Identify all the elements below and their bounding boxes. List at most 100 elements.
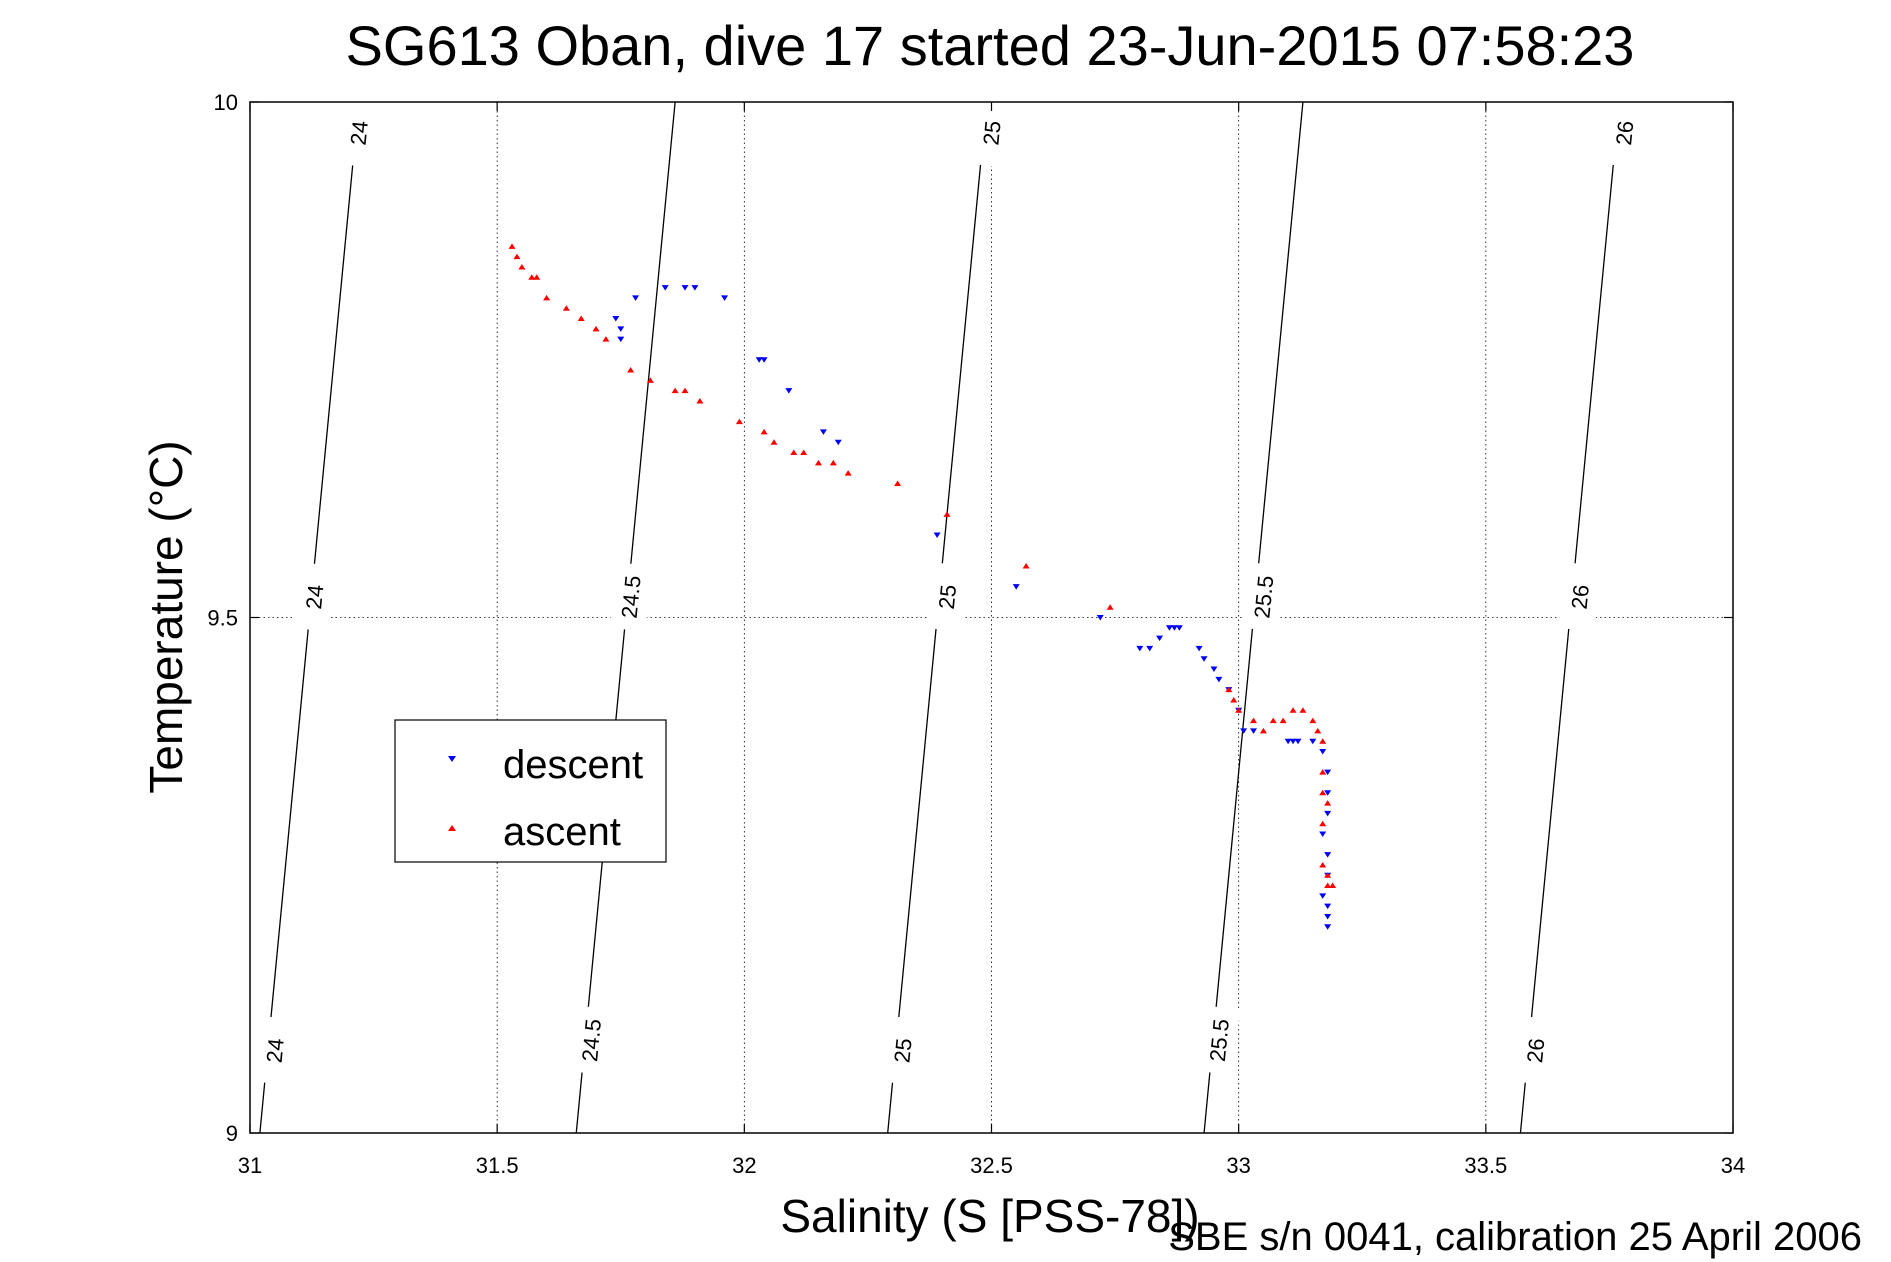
descent-point bbox=[1324, 769, 1332, 776]
ascent-point bbox=[1225, 686, 1233, 693]
descent-point bbox=[1156, 635, 1164, 642]
ascent-point bbox=[1230, 696, 1238, 703]
descent-point bbox=[933, 532, 941, 539]
ascent-point bbox=[943, 511, 951, 517]
ascent-point bbox=[1299, 707, 1307, 713]
descent-point bbox=[1146, 645, 1154, 652]
ascent-point bbox=[1319, 738, 1327, 744]
ascent-point bbox=[696, 397, 704, 404]
ascent-point bbox=[1319, 861, 1327, 868]
descent-point bbox=[681, 285, 689, 291]
descent-point bbox=[617, 326, 625, 332]
ascent-point bbox=[770, 439, 778, 445]
legend-marker-ascent bbox=[448, 825, 456, 831]
ascent-point bbox=[1329, 882, 1337, 889]
ascent-point bbox=[508, 243, 516, 249]
ascent-point bbox=[681, 387, 689, 394]
data-points bbox=[508, 243, 1337, 930]
x-tick-label: 32.5 bbox=[970, 1153, 1013, 1178]
ascent-point bbox=[844, 470, 852, 476]
y-axis-label: Temperature (°C) bbox=[140, 440, 192, 793]
ascent-point bbox=[1319, 820, 1327, 827]
ascent-point bbox=[1324, 800, 1332, 806]
legend: descent ascent bbox=[394, 719, 667, 863]
chart-title: SG613 Oban, dive 17 started 23-Jun-2015 … bbox=[346, 14, 1635, 77]
descent-point bbox=[819, 429, 827, 435]
x-tick-label: 32 bbox=[732, 1153, 756, 1178]
descent-point bbox=[1249, 728, 1257, 734]
ascent-point bbox=[800, 449, 808, 456]
contour-label: 25.5 bbox=[1249, 574, 1278, 619]
axis-ticks: 31 31.5 32 32.5 33 33.5 34 9 9.5 10 bbox=[207, 90, 1745, 1178]
descent-point bbox=[1319, 831, 1327, 838]
descent-point bbox=[1284, 738, 1292, 745]
x-axis-label: Salinity (S [PSS-78]) bbox=[780, 1190, 1199, 1242]
descent-point bbox=[1200, 656, 1208, 662]
descent-point bbox=[1215, 676, 1223, 683]
ascent-point bbox=[894, 480, 902, 486]
contour-label: 26 bbox=[1567, 584, 1594, 611]
ascent-point bbox=[513, 253, 521, 260]
legend-marker-descent bbox=[448, 756, 456, 762]
ascent-point bbox=[1289, 707, 1297, 713]
descent-point bbox=[1324, 913, 1332, 920]
descent-point bbox=[1324, 924, 1332, 930]
legend-label-descent: descent bbox=[503, 743, 643, 787]
descent-point bbox=[1319, 749, 1327, 755]
descent-point bbox=[632, 295, 640, 301]
ascent-point bbox=[1309, 717, 1317, 724]
descent-point bbox=[1175, 625, 1183, 631]
ascent-point bbox=[577, 315, 585, 322]
contour-label: 25 bbox=[889, 1037, 916, 1064]
x-tick-label: 34 bbox=[1721, 1153, 1745, 1178]
contour-label: 25 bbox=[978, 120, 1005, 147]
contour-label-gap bbox=[253, 1015, 296, 1086]
legend-label-ascent: ascent bbox=[503, 810, 621, 854]
descent-point bbox=[1136, 645, 1144, 652]
ascent-point bbox=[1324, 882, 1332, 889]
ascent-point bbox=[528, 274, 536, 280]
descent-point bbox=[1195, 645, 1203, 652]
descent-point bbox=[612, 316, 620, 322]
contour-label-gap bbox=[337, 102, 380, 168]
contour-label: 24 bbox=[301, 584, 328, 611]
descent-point bbox=[1210, 666, 1218, 673]
ascent-point bbox=[790, 449, 798, 456]
descent-point bbox=[1170, 625, 1178, 631]
descent-point bbox=[1324, 903, 1332, 910]
descent-point bbox=[661, 285, 669, 291]
contour-label: 26 bbox=[1611, 120, 1638, 147]
grid-lines bbox=[250, 101, 1733, 1134]
ascent-point bbox=[533, 274, 541, 280]
descent-point bbox=[785, 388, 793, 394]
calibration-footnote: SBE s/n 0041, calibration 25 April 2006 bbox=[1168, 1215, 1862, 1259]
contour-label-gap bbox=[293, 562, 336, 632]
ascent-point bbox=[1314, 727, 1322, 734]
contour-label-gap bbox=[1514, 1015, 1557, 1086]
ascent-point bbox=[562, 305, 570, 311]
density-contours: 24 24 24 24.5 24.5 25 25 25 25.5 25.5 26 26 26 bbox=[253, 102, 1646, 1133]
x-tick-label: 33 bbox=[1226, 1153, 1250, 1178]
ascent-point bbox=[1319, 789, 1327, 796]
descent-point bbox=[1294, 738, 1302, 745]
contour-label: 25 bbox=[934, 584, 961, 611]
ascent-point bbox=[518, 263, 526, 270]
descent-point bbox=[1165, 625, 1173, 631]
descent-point bbox=[755, 357, 763, 363]
descent-point bbox=[691, 285, 699, 291]
descent-point bbox=[1096, 615, 1104, 621]
ascent-point bbox=[735, 418, 743, 425]
ascent-point bbox=[1249, 717, 1257, 724]
contour-label-gap bbox=[609, 562, 652, 632]
x-tick-label: 31 bbox=[238, 1153, 262, 1178]
x-tick-label: 31.5 bbox=[476, 1153, 519, 1178]
contour-label-gap bbox=[1603, 102, 1646, 168]
descent-point bbox=[1289, 738, 1297, 745]
descent-point bbox=[1324, 790, 1332, 796]
contour-label: 24.5 bbox=[577, 1018, 606, 1063]
ascent-point bbox=[1269, 717, 1277, 724]
y-tick-label: 9.5 bbox=[207, 606, 238, 631]
descent-point bbox=[1324, 852, 1332, 858]
contour-label-gap bbox=[1558, 562, 1601, 632]
